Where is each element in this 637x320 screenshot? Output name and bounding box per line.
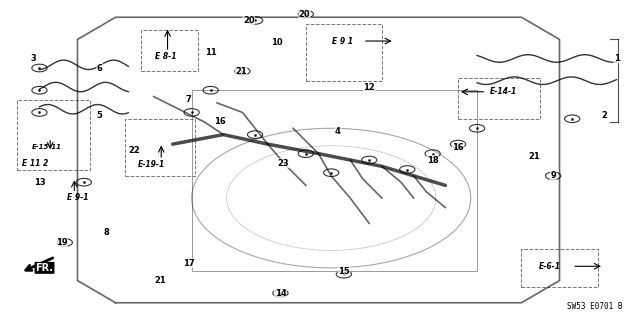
Bar xyxy=(141,30,198,71)
Text: E-19-1: E-19-1 xyxy=(138,160,165,169)
Text: E 9-1: E 9-1 xyxy=(67,193,88,202)
Text: E 8-1: E 8-1 xyxy=(155,52,176,61)
Bar xyxy=(522,249,598,287)
Text: 20: 20 xyxy=(299,10,310,19)
Text: E 11 2: E 11 2 xyxy=(22,159,48,168)
Text: 22: 22 xyxy=(129,146,140,155)
Text: 21: 21 xyxy=(528,152,540,161)
Text: E-14-1: E-14-1 xyxy=(490,87,517,96)
Text: FR.: FR. xyxy=(36,263,54,273)
Text: SW53 E0701 B: SW53 E0701 B xyxy=(568,302,623,311)
Text: 20: 20 xyxy=(243,16,255,25)
Text: E-6-1: E-6-1 xyxy=(539,262,561,271)
Text: 5: 5 xyxy=(97,111,103,120)
Text: 14: 14 xyxy=(275,289,286,298)
Text: 2: 2 xyxy=(601,111,607,120)
Bar xyxy=(458,77,540,119)
Text: 10: 10 xyxy=(271,38,283,47)
Text: 4: 4 xyxy=(334,127,340,136)
Text: 8: 8 xyxy=(103,228,109,237)
Text: 23: 23 xyxy=(278,159,289,168)
Text: 1: 1 xyxy=(613,54,620,63)
Text: 12: 12 xyxy=(363,83,375,92)
Bar xyxy=(306,24,382,81)
Text: 18: 18 xyxy=(427,156,438,164)
Text: 15: 15 xyxy=(338,267,350,276)
Text: 21: 21 xyxy=(154,276,166,285)
Text: 11: 11 xyxy=(205,48,217,57)
Text: 16: 16 xyxy=(452,143,464,152)
Text: 17: 17 xyxy=(183,259,194,268)
Text: E 9 1: E 9 1 xyxy=(333,36,354,45)
Bar xyxy=(17,100,90,170)
Text: 7: 7 xyxy=(185,95,191,104)
Text: 6: 6 xyxy=(97,63,103,73)
Text: 19: 19 xyxy=(56,238,68,247)
Bar xyxy=(125,119,195,176)
Text: 16: 16 xyxy=(214,117,226,126)
Text: E-15-11: E-15-11 xyxy=(32,144,62,150)
Text: 9: 9 xyxy=(550,172,556,180)
Text: 21: 21 xyxy=(235,67,247,76)
Text: 3: 3 xyxy=(30,54,36,63)
Text: 13: 13 xyxy=(34,178,45,187)
